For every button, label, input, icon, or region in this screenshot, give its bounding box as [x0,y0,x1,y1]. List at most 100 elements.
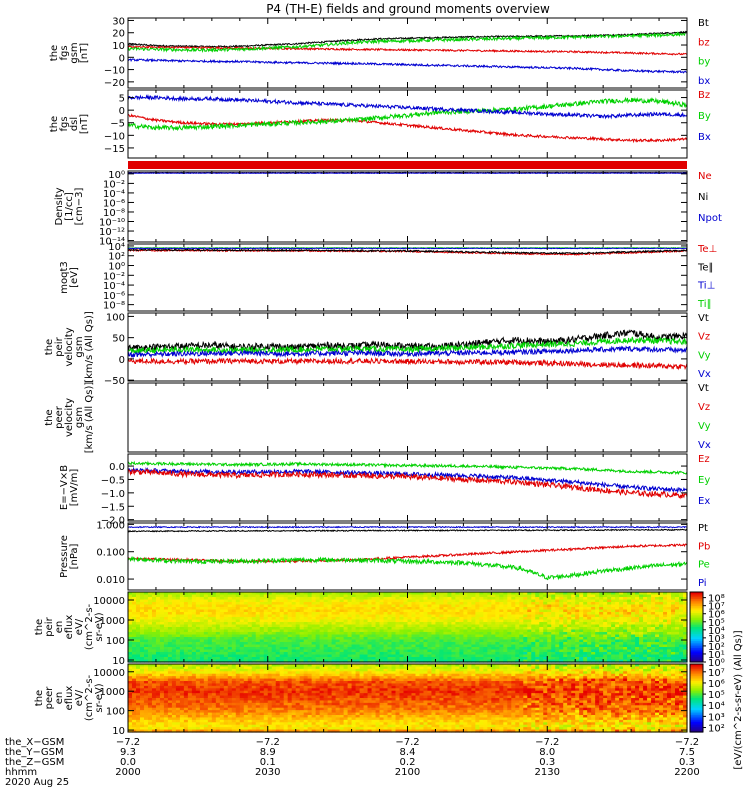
heatmap-cell [435,659,441,663]
heatmap-cell [331,639,337,643]
heatmap-cell [263,652,269,656]
heatmap-cell [155,685,161,689]
heatmap-cell [327,614,333,618]
heatmap-cell [623,604,628,608]
heatmap-cell [287,647,293,651]
heatmap-cell [575,597,580,601]
heatmap-cell [579,604,584,608]
heatmap-cell [295,642,301,646]
heatmap-cell [155,688,161,692]
heatmap-cell [155,712,161,716]
heatmap-cell [659,619,664,623]
heatmap-cell [131,632,137,636]
heatmap-cell [283,657,289,661]
heatmap-cell [351,604,357,608]
heatmap-cell [535,627,540,631]
heatmap-cell [387,632,393,636]
heatmap-cell [643,609,648,613]
heatmap-cell [539,657,544,661]
heatmap-cell [179,695,185,699]
colorbar-segment [690,642,703,646]
heatmap-cell [239,649,245,653]
colorbar-segment [690,653,703,656]
heatmap-cell [475,644,480,648]
heatmap-cell [347,592,353,596]
heatmap-cell [271,612,277,616]
ylabel-line: [nT] [79,43,90,63]
heatmap-cell [128,597,133,601]
heatmap-cell [607,644,612,648]
heatmap-cell [599,597,604,601]
heatmap-cell [183,729,189,733]
heatmap-cell [507,639,512,643]
heatmap-cell [531,594,536,598]
heatmap-cell [335,597,341,601]
heatmap-cell [623,642,628,646]
heatmap-cell [683,637,688,641]
heatmap-cell [427,592,433,596]
heatmap-cell [247,604,253,608]
heatmap-cell [471,644,476,648]
heatmap-cell [627,599,632,603]
heatmap-cell [451,642,457,646]
heatmap-cell [363,627,369,631]
heatmap-cell [151,729,157,733]
heatmap-cell [679,644,684,648]
heatmap-cell [155,644,161,648]
heatmap-cell [595,612,600,616]
legend-Vt: Vt [698,313,709,324]
heatmap-cell [227,609,233,613]
heatmap-cell [571,627,576,631]
heatmap-cell [607,624,612,628]
heatmap-cell [175,724,181,728]
heatmap-cell [487,627,492,631]
heatmap-cell [555,644,560,648]
heatmap-cell [547,599,552,603]
heatmap-cell [143,619,149,623]
heatmap-cell [631,617,636,621]
heatmap-cell [195,614,201,618]
heatmap-cell [323,602,329,606]
heatmap-cell [535,642,540,646]
heatmap-cell [139,707,145,711]
heatmap-cell [359,597,365,601]
heatmap-cell [327,604,333,608]
heatmap-cell [623,617,628,621]
heatmap-cell [599,654,604,658]
heatmap-cell [651,647,656,651]
heatmap-cell [143,634,149,638]
ylabel-line: [km/s (All Qs)] [84,311,95,383]
heatmap-cell [319,642,325,646]
heatmap-cell [131,594,137,598]
heatmap-cell [407,624,413,628]
colorbar-segment [690,628,703,632]
heatmap-cell [643,599,648,603]
heatmap-cell [651,642,656,646]
heatmap-cell [351,644,357,648]
heatmap-cell [271,652,277,656]
heatmap-cell [179,602,185,606]
heatmap-cell [475,602,480,606]
heatmap-cell [375,654,381,658]
heatmap-cell [583,644,588,648]
heatmap-cell [267,629,273,633]
heatmap-cell [155,717,161,721]
heatmap-cell [163,592,169,596]
heatmap-cell [135,604,141,608]
heatmap-cell [151,614,157,618]
heatmap-cell [147,632,153,636]
heatmap-cell [175,707,181,711]
heatmap-cell [487,624,492,628]
heatmap-cell [435,639,441,643]
heatmap-cell [491,629,496,633]
heatmap-cell [203,607,209,611]
heatmap-cell [543,597,548,601]
heatmap-cell [615,624,620,628]
heatmap-cell [251,629,257,633]
heatmap-cell [631,659,636,663]
heatmap-cell [439,652,445,656]
heatmap-cell [167,688,173,692]
heatmap-cell [287,649,293,653]
heatmap-cell [527,642,532,646]
